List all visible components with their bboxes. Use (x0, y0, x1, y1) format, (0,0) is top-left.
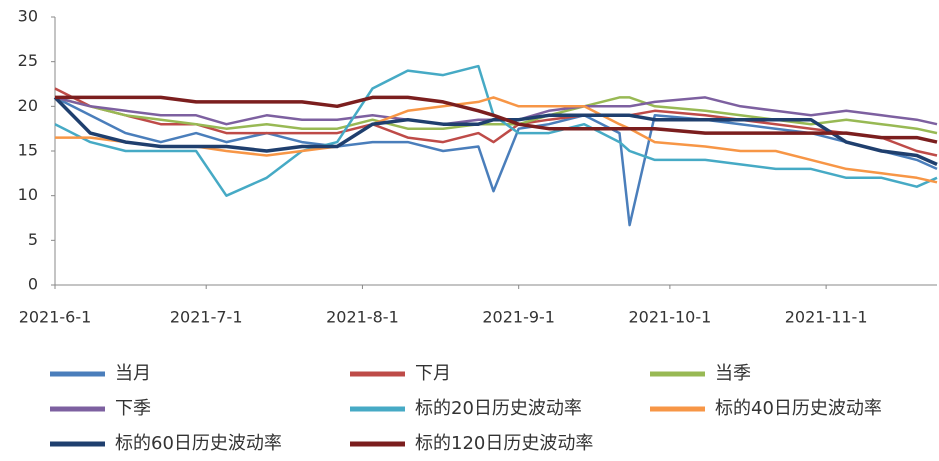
x-tick-label: 2021-9-1 (482, 308, 555, 327)
y-tick-label: 25 (18, 51, 38, 70)
legend-label: 标的120日历史波动率 (415, 433, 593, 454)
y-tick-label: 30 (18, 7, 38, 26)
legend-label: 下月 (415, 363, 451, 384)
y-tick-label: 0 (28, 275, 38, 294)
series-line (54, 87, 938, 157)
legend-label: 当月 (115, 363, 151, 384)
legend-label: 标的40日历史波动率 (715, 398, 882, 419)
legend-label: 标的60日历史波动率 (115, 433, 282, 454)
y-tick-label: 20 (18, 96, 38, 115)
y-tick-label: 10 (18, 185, 38, 204)
x-tick-label: 2021-6-1 (19, 308, 92, 327)
y-tick-label: 5 (28, 230, 38, 249)
legend-label: 标的20日历史波动率 (415, 398, 582, 419)
series-line (55, 95, 938, 144)
series-line (54, 64, 938, 197)
x-tick-label: 2021-8-1 (326, 308, 399, 327)
x-tick-label: 2021-10-1 (628, 308, 711, 327)
x-tick-label: 2021-11-1 (785, 308, 868, 327)
series-line (55, 96, 938, 184)
legend-label: 当季 (715, 363, 751, 384)
x-tick-label: 2021-7-1 (170, 308, 243, 327)
y-tick-label: 15 (18, 141, 38, 160)
series-line (53, 96, 938, 167)
series-line (54, 96, 938, 227)
legend-label: 下季 (115, 398, 151, 419)
